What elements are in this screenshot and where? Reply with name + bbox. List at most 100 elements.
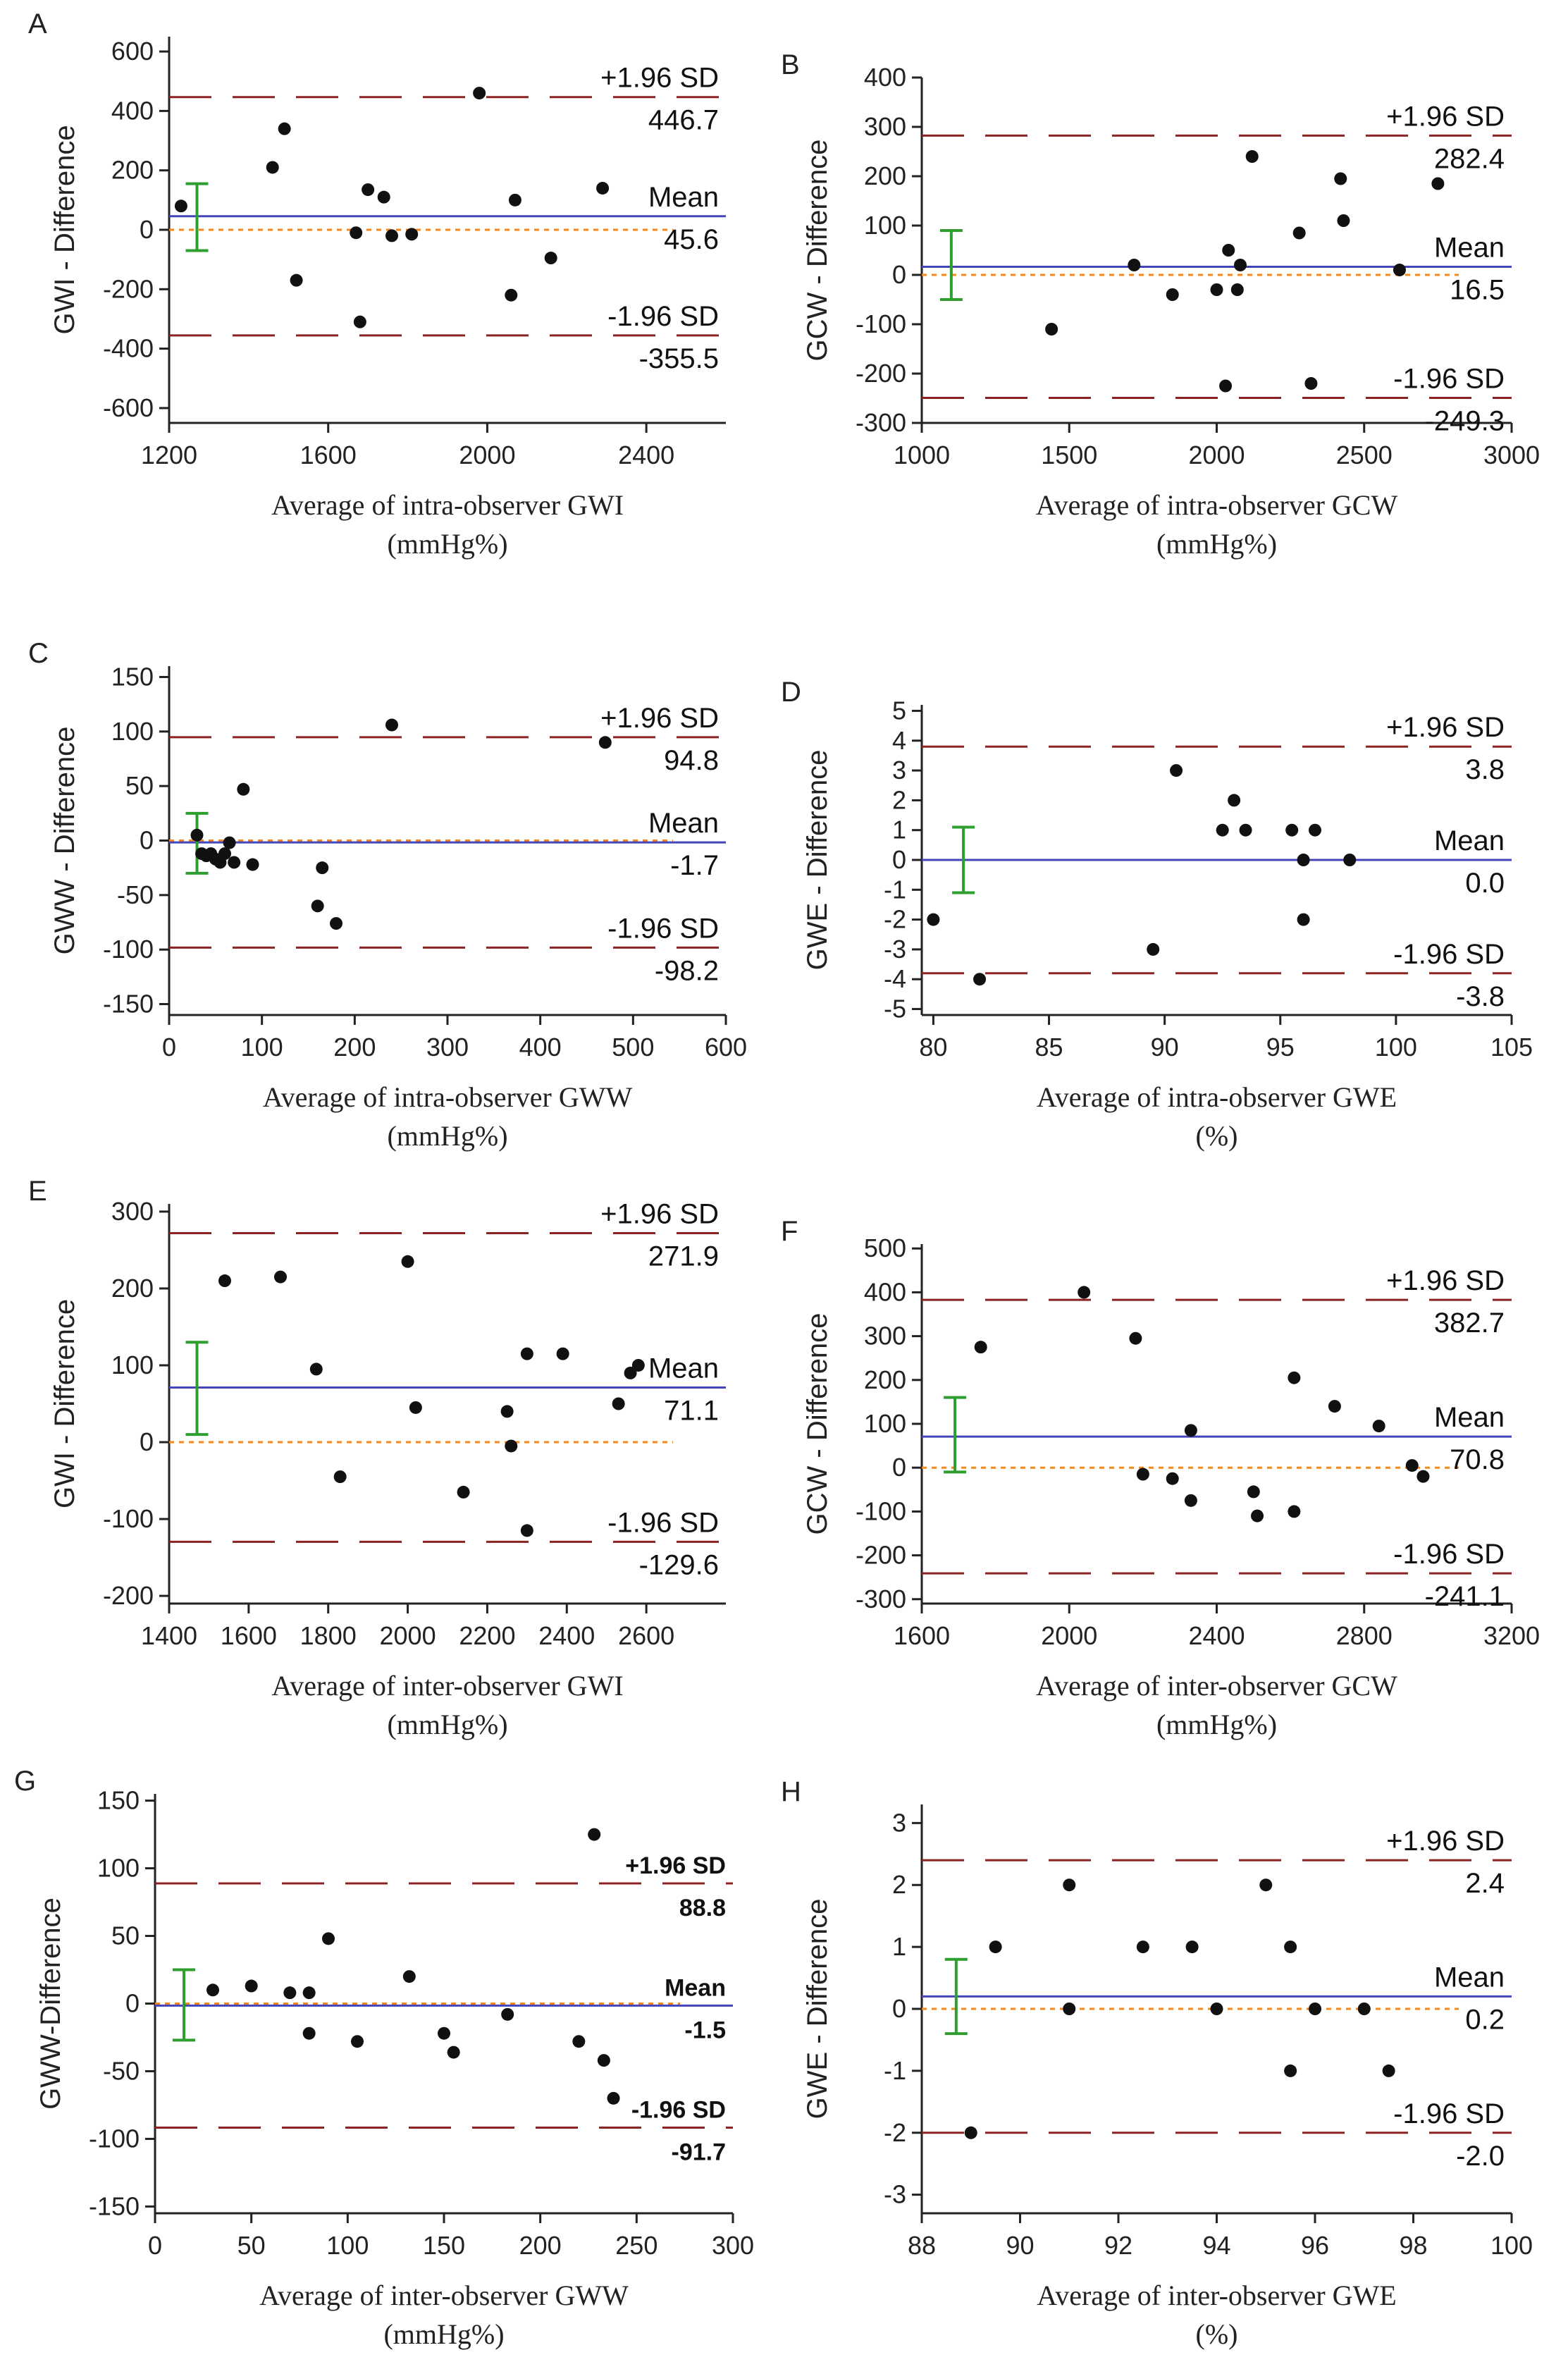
y-tick-label: 600 [111, 37, 154, 66]
x-tick-label: 1800 [300, 1621, 357, 1650]
x-tick-label: 250 [615, 2231, 658, 2260]
upper-line-label: +1.96 SD [600, 63, 719, 94]
panel-letter: C [28, 638, 49, 669]
panel-e: E -200 -100 0 100 200 300 1400 1600 1800 2000 2200 2… [28, 1176, 726, 1740]
x-tick-label: 100 [1375, 1033, 1417, 1062]
y-tick-label: -50 [103, 2056, 140, 2085]
x-tick-label: 0 [162, 1033, 176, 1062]
data-point [1216, 823, 1229, 837]
y-axis-title: GWI - Difference [49, 125, 80, 334]
y-tick-label: -150 [103, 990, 154, 1019]
panel-letter: G [14, 1766, 36, 1797]
x-tick-label: 600 [705, 1033, 747, 1062]
data-point [377, 190, 390, 204]
upper-line-label: +1.96 SD [600, 703, 719, 734]
data-point [353, 315, 366, 328]
y-tick-label: 200 [864, 161, 906, 190]
y-tick-label: 0 [140, 1427, 154, 1456]
lower-line-label: -1.96 SD [631, 2097, 726, 2124]
x-tick-label: 2800 [1336, 1621, 1393, 1650]
mean-line-label: Mean [648, 182, 719, 213]
x-tick-label: 100 [241, 1033, 283, 1062]
y-tick-label: 300 [111, 1197, 154, 1226]
y-tick-label: 400 [111, 96, 154, 125]
upper-line-label: +1.96 SD [625, 1852, 726, 1879]
data-point [351, 2035, 364, 2048]
data-point [927, 913, 940, 926]
data-point [402, 1970, 416, 1983]
data-point [274, 1270, 287, 1284]
upper-line-label: +1.96 SD [1386, 101, 1505, 132]
mean-ci-bar [939, 229, 963, 301]
x-tick-label: 2000 [459, 441, 515, 469]
upper-line-value: 282.4 [1434, 143, 1505, 174]
y-tick-label: -100 [856, 309, 906, 338]
x-tick-label: 2200 [459, 1621, 515, 1650]
y-tick-label: 1 [892, 816, 906, 844]
data-point [330, 917, 342, 930]
y-tick-label: 500 [864, 1234, 906, 1262]
upper-line-label: +1.96 SD [1386, 1826, 1505, 1857]
x-axis-title: Average of inter-observer GWW [259, 2280, 629, 2311]
x-axis-unit: (mmHg%) [1156, 1709, 1277, 1740]
data-point [989, 1940, 1002, 1954]
data-point [1284, 1940, 1297, 1954]
x-tick-label: 90 [1006, 2231, 1034, 2260]
y-tick-label: 0 [140, 215, 154, 244]
data-point [505, 1439, 518, 1453]
data-point [1045, 323, 1058, 336]
data-point [206, 1983, 219, 1997]
x-tick-label: 50 [237, 2231, 266, 2260]
data-point [1382, 2064, 1395, 2077]
x-axis-unit: (mmHg%) [387, 1709, 507, 1740]
x-axis-title: Average of inter-observer GWE [1037, 2280, 1396, 2311]
panel-letter: A [28, 8, 47, 39]
y-tick-label: 0 [892, 260, 906, 289]
y-axis-title: GWE - Difference [802, 750, 833, 971]
mean-line-value: -1.5 [684, 2017, 726, 2043]
data-point [223, 836, 236, 849]
data-point [1184, 1494, 1197, 1507]
data-point [1239, 823, 1252, 837]
x-tick-label: 3200 [1483, 1621, 1540, 1650]
data-point [1334, 172, 1347, 185]
x-axis-unit: (%) [1196, 2318, 1238, 2350]
mean-line-label: Mean [1434, 232, 1505, 263]
lower-line-value: -129.6 [639, 1549, 719, 1580]
data-point [1129, 1331, 1142, 1345]
y-tick-label: 0 [892, 1994, 906, 2023]
y-axis-title: GCW - Difference [802, 140, 833, 362]
mean-line-value: 0.0 [1465, 868, 1505, 899]
x-tick-label: 2000 [1188, 441, 1245, 469]
x-axis-title: Average of intra-observer GWW [263, 1081, 633, 1113]
data-point [473, 87, 486, 100]
y-tick-label: -200 [103, 1581, 154, 1610]
y-tick-label: 50 [111, 1921, 140, 1950]
mean-line-label: Mean [1434, 1402, 1505, 1433]
panel-b: B -300 -200 -100 0 100 200 300 400 1000 1500 2000 25… [781, 49, 1540, 560]
y-tick-label: -3 [884, 2180, 906, 2209]
upper-line-value: 3.8 [1465, 754, 1505, 785]
x-tick-label: 2500 [1336, 441, 1393, 469]
data-point [1343, 854, 1357, 866]
data-point [1405, 1459, 1419, 1472]
x-tick-label: 94 [1202, 2231, 1230, 2260]
data-point [245, 1979, 258, 1993]
mean-line-label: Mean [1434, 1962, 1505, 1993]
y-tick-label: -150 [89, 2191, 140, 2220]
mean-line-label: Mean [1434, 825, 1505, 856]
y-tick-label: 5 [892, 696, 906, 725]
y-tick-label: 150 [97, 1786, 140, 1815]
mean-line-value: 16.5 [1450, 274, 1505, 305]
data-point [1128, 259, 1141, 271]
y-tick-label: -2 [884, 905, 906, 934]
x-axis-unit: (%) [1196, 1120, 1238, 1152]
x-tick-label: 1600 [300, 441, 357, 469]
y-tick-label: 1 [892, 1932, 906, 1961]
x-axis-unit: (mmHg%) [383, 2318, 504, 2350]
data-point [333, 1470, 347, 1484]
data-point [1170, 764, 1183, 777]
lower-line-label: -1.96 SD [1393, 2098, 1505, 2129]
y-tick-label: 200 [111, 1274, 154, 1303]
y-tick-label: -300 [856, 1585, 906, 1613]
